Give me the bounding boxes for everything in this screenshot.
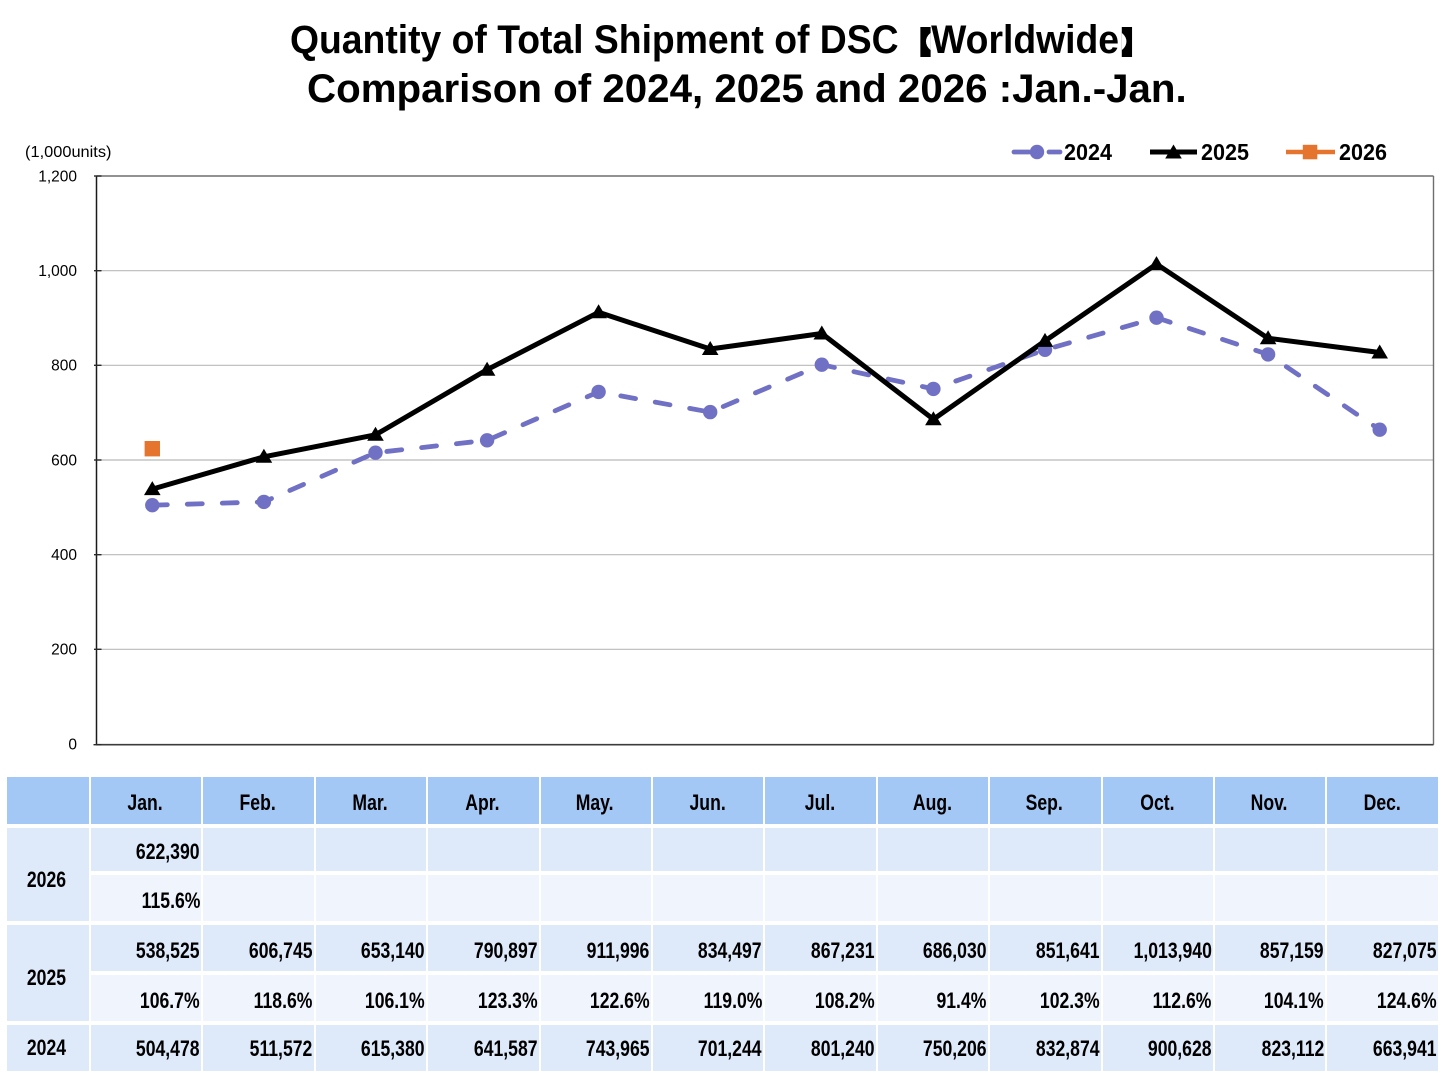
svg-text:0: 0 [68,736,77,753]
svg-text:800: 800 [51,358,77,375]
svg-text:2024: 2024 [1064,139,1112,165]
svg-text:1,200: 1,200 [38,168,77,185]
svg-text:2026: 2026 [1339,139,1387,165]
svg-text:200: 200 [51,642,77,659]
svg-text:400: 400 [51,547,77,564]
svg-text:(1,000units): (1,000units) [25,144,112,161]
svg-text:600: 600 [51,452,77,469]
svg-text:1,000: 1,000 [38,263,77,280]
svg-text:2025: 2025 [1201,139,1249,165]
